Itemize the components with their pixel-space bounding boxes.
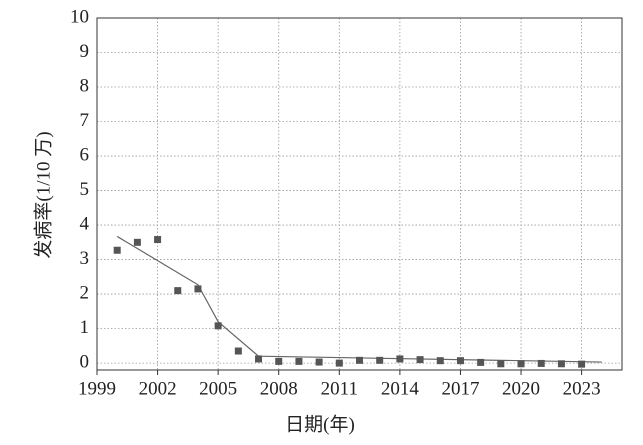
data-point [517,360,525,368]
x-tick-label: 2023 [563,378,601,399]
x-tick-label: 2002 [139,378,177,399]
data-point [275,357,283,365]
y-tick-label: 6 [80,144,90,165]
x-tick-label: 2017 [441,378,479,399]
data-point [578,360,586,368]
y-axis-label: 发病率(1/10 万) [32,131,54,258]
data-point [456,357,464,365]
data-point [396,355,404,363]
data-point [477,358,485,366]
y-tick-label: 1 [80,317,90,338]
x-tick-label: 2011 [321,378,358,399]
plot-frame [96,17,623,371]
data-point [376,356,384,364]
data-point [154,236,162,244]
data-point [214,322,222,330]
y-tick-label: 0 [80,351,90,372]
y-tick-label: 10 [70,6,89,27]
data-point [497,360,505,368]
data-point [416,356,424,364]
data-point [174,287,182,295]
x-tick-label: 2005 [199,378,237,399]
y-tick-label: 8 [80,75,90,96]
y-tick-label: 9 [80,41,90,62]
data-point [113,246,121,254]
data-point [255,355,263,363]
x-tick-label: 2008 [260,378,298,399]
data-point [356,356,363,364]
data-point [436,357,444,365]
y-tick-label: 7 [80,110,90,131]
x-tick-label: 2014 [381,378,420,399]
x-tick-label: 2020 [502,378,540,399]
y-tick-label: 5 [80,179,90,200]
data-point [537,359,545,367]
y-tick-label: 2 [80,282,90,303]
x-tick-label: 1999 [78,378,116,399]
x-axis-label: 日期(年) [285,413,355,435]
fit-line [116,235,602,363]
data-point [335,359,343,367]
data-point [315,358,323,366]
data-point [133,238,141,246]
data-point [557,360,565,368]
data-point [234,347,242,355]
data-point [194,285,202,293]
y-tick-label: 4 [80,213,90,234]
y-tick-label: 3 [80,248,90,269]
data-point [295,357,303,365]
